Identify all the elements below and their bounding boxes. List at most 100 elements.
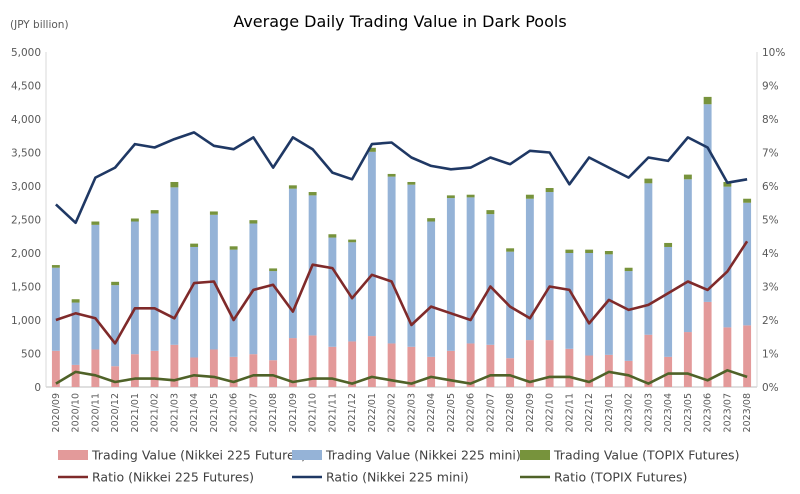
right-tick-label: 7% [762,148,779,160]
right-tick-label: 4% [762,248,779,260]
x-tick-label: 2020/12 [110,393,121,432]
x-tick-label: 2021/09 [288,393,299,432]
bar-3 [229,246,238,250]
bar-3 [269,268,278,272]
line-1 [55,240,749,345]
bar-1 [190,357,199,387]
x-tick-label: 2022/02 [387,393,398,432]
x-tick-label: 2021/12 [347,393,358,432]
bar-3 [209,211,218,215]
bar-3 [71,299,80,303]
bar-1 [328,346,337,387]
bar-3 [486,210,495,215]
x-tick-label: 2021/07 [248,393,259,432]
bar-1 [91,349,100,387]
right-tick-label: 10% [762,47,785,59]
legend-swatch [292,450,322,460]
x-tick-label: 2022/07 [485,393,496,432]
x-tick-label: 2023/01 [604,393,615,432]
bar-3 [525,194,534,199]
bar-1 [664,356,673,387]
legend-label: Trading Value (Nikkei 225 mini) [325,448,521,463]
x-tick-label: 2022/03 [406,393,417,432]
bar-1 [585,355,594,387]
bar-1 [703,301,712,387]
bar-3 [723,181,732,187]
line-2 [55,131,748,225]
bar-3 [585,249,594,253]
bar-1 [644,334,653,387]
bar-3 [348,239,357,243]
bar-3 [604,250,613,255]
bar-2 [723,186,732,328]
x-tick-label: 2023/08 [742,393,753,432]
left-tick-label: 5,000 [11,47,41,59]
bar-1 [170,344,179,387]
left-tick-label: 1,000 [11,315,41,327]
x-tick-label: 2022/12 [584,393,595,432]
left-axis-unit: (JPY billion) [10,19,69,31]
bar-2 [585,253,594,356]
left-tick-label: 3,500 [11,148,41,160]
bar-3 [703,96,712,105]
x-tick-label: 2021/08 [268,393,279,432]
bar-3 [683,174,692,180]
bar-1 [209,349,218,387]
bar-2 [743,202,752,326]
bar-3 [506,248,515,252]
bar-2 [466,197,475,344]
x-tick-label: 2023/02 [624,393,635,432]
bar-1 [427,356,436,387]
bar-2 [111,285,120,367]
bar-3 [624,267,633,272]
bar-2 [328,237,337,347]
bar-2 [407,184,416,347]
x-tick-label: 2023/03 [643,393,654,432]
bar-3 [51,265,60,268]
left-tick-label: 0 [34,382,41,394]
x-tick-label: 2020/11 [90,393,101,432]
bar-1 [249,354,258,387]
x-tick-label: 2021/06 [229,393,240,432]
x-tick-label: 2022/06 [466,393,477,432]
bar-2 [130,221,139,355]
x-tick-label: 2021/10 [308,393,319,432]
left-tick-label: 3,000 [11,181,41,193]
bar-3 [565,249,574,253]
bar-2 [387,176,396,344]
legend-label: Trading Value (TOPIX Futures) [553,448,739,463]
left-tick-label: 500 [21,349,41,361]
bar-2 [348,242,357,342]
bar-3 [111,281,120,286]
bar-1 [367,336,376,387]
right-tick-label: 2% [762,315,779,327]
plot-area: 0 500 1,000 1,500 2,000 2,500 3,000 3,500 4,000 4… [11,47,785,432]
bar-2 [51,267,60,351]
legend: Trading Value (Nikkei 225 Futures) Tradin… [58,448,739,485]
bar-2 [71,302,80,365]
bar-3 [150,210,159,214]
bar-2 [229,249,238,357]
x-tick-label: 2022/05 [446,393,457,432]
x-tick-label: 2023/05 [683,393,694,432]
bar-1 [51,350,60,387]
bar-1 [545,340,554,387]
x-tick-label: 2021/11 [327,393,338,432]
bar-2 [664,246,673,357]
x-tick-label: 2022/11 [564,393,575,432]
bar-1 [683,332,692,387]
bar-2 [624,271,633,361]
x-tick-label: 2021/04 [189,393,200,432]
right-tick-label: 3% [762,282,779,294]
bar-1 [565,348,574,387]
bar-2 [190,246,199,358]
bar-1 [407,346,416,387]
right-tick-label: 1% [762,349,779,361]
bar-3 [367,147,376,152]
x-tick-label: 2020/09 [51,393,62,432]
legend-label: Trading Value (Nikkei 225 Futures) [91,448,306,463]
bar-1 [525,340,534,387]
bar-3 [328,234,337,238]
x-tick-label: 2020/10 [71,393,82,432]
